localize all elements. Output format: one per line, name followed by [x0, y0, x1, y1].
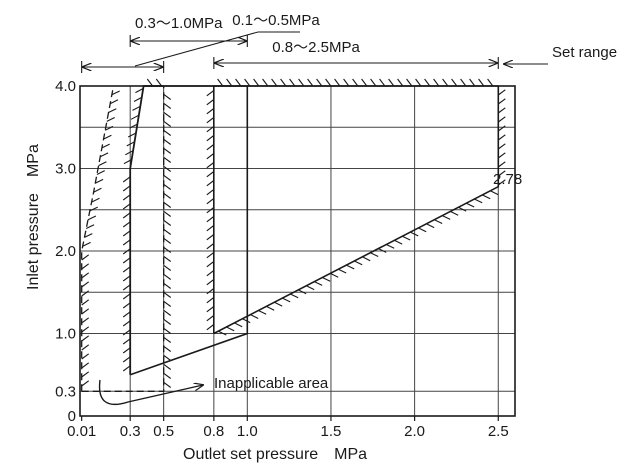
x-tick-label: 0.5	[153, 423, 174, 440]
plot-frame	[79, 85, 516, 421]
grid	[80, 85, 515, 416]
series-line-4	[129, 85, 249, 376]
hatch-marks	[146, 78, 163, 87]
x-tick-label: 1.0	[237, 423, 258, 440]
hatch-marks	[217, 78, 494, 87]
set-range-label: Set range	[552, 44, 617, 61]
y-tick-label: 4.0	[55, 78, 76, 95]
range-label: 0.1〜0.5MPa	[232, 12, 320, 29]
range-label-leader	[134, 31, 259, 67]
range-label: 0.3〜1.0MPa	[135, 15, 223, 32]
series-group	[81, 78, 506, 392]
hatch-marks	[163, 93, 172, 388]
hatch-marks	[123, 88, 144, 165]
set-range-markers: 0.3〜1.0MPa 0.1〜0.5MPa 0.8〜2.5MPa	[81, 12, 548, 73]
hatch-marks	[497, 89, 506, 186]
x-tick-label: 0.3	[120, 423, 141, 440]
y-tick-label: 0.3	[55, 383, 76, 400]
tick-labels: 0.01 0.3 0.5 0.8 1.0 1.5 2.0 2.5 0 0.3 1.0 2.0 3.0 4.…	[55, 78, 509, 440]
x-axis-title: Outlet set pressure MPa	[183, 446, 367, 463]
y-tick-label: 3.0	[55, 161, 76, 178]
x-tick-label: 2.5	[488, 423, 509, 440]
hatch-marks	[93, 90, 120, 193]
hatch-marks	[218, 190, 499, 336]
series-line-5	[213, 85, 500, 335]
annotations: 2.78 Inapplicable area	[98, 171, 522, 406]
hatch-marks	[122, 176, 131, 372]
hatch-marks	[206, 90, 215, 331]
x-tick-label: 0.01	[67, 423, 96, 440]
y-tick-label: 1.0	[55, 326, 76, 343]
range-label: 0.8〜2.5MPa	[272, 39, 360, 56]
series-line-3	[129, 85, 164, 375]
inapplicable-area-arrow	[98, 379, 203, 406]
x-tick-label: 0.8	[203, 423, 224, 440]
y-tick-label: 0	[68, 408, 76, 425]
x-tick-label: 2.0	[404, 423, 425, 440]
y-tick-label: 2.0	[55, 243, 76, 260]
x-tick-label: 1.5	[321, 423, 342, 440]
series-line-2	[81, 86, 165, 392]
hatch-marks	[81, 254, 90, 387]
series-line-1	[81, 85, 115, 392]
annotation-2-78: 2.78	[493, 171, 522, 188]
y-axis-title: Inlet pressure MPa	[25, 144, 42, 290]
annotation-inapplicable-area: Inapplicable area	[214, 375, 329, 392]
hatch-marks	[82, 197, 100, 247]
